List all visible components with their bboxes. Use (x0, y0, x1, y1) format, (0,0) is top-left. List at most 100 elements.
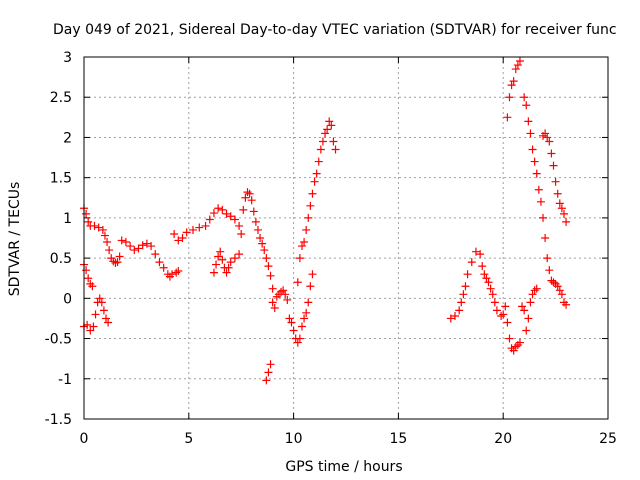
data-point (247, 196, 256, 205)
data-point (270, 303, 279, 312)
data-point (446, 314, 455, 323)
data-point (543, 254, 552, 263)
data-point (461, 282, 470, 291)
data-point (293, 338, 302, 347)
data-point (308, 189, 317, 198)
data-point (295, 254, 304, 263)
data-point (264, 368, 273, 377)
data-point (559, 209, 568, 218)
data-point (168, 270, 177, 279)
data-points (80, 57, 571, 385)
x-tick-label: 25 (599, 431, 617, 447)
y-axis-label: SDTVAR / TECUs (7, 182, 23, 297)
data-point (459, 290, 468, 299)
data-point (549, 278, 558, 287)
data-point (522, 101, 531, 110)
data-point (532, 169, 541, 178)
data-point (553, 189, 562, 198)
data-point (503, 318, 512, 327)
data-point (174, 266, 183, 275)
data-point (484, 278, 493, 287)
data-point (241, 193, 250, 202)
data-point (562, 217, 571, 226)
y-tick-label: 0.5 (50, 251, 72, 267)
data-point (325, 117, 334, 126)
data-point (281, 290, 290, 299)
data-point (134, 244, 143, 253)
x-axis-label: GPS time / hours (285, 459, 402, 475)
data-point (518, 302, 527, 311)
data-point (82, 209, 91, 218)
data-point (476, 250, 485, 259)
data-point (536, 197, 545, 206)
data-point (262, 254, 271, 263)
data-point (103, 238, 112, 247)
data-point (321, 129, 330, 138)
x-tick-label: 5 (184, 431, 193, 447)
data-point (218, 255, 227, 264)
data-point (159, 263, 168, 272)
data-point (541, 234, 550, 242)
data-point (262, 376, 271, 385)
grid (84, 57, 608, 419)
data-point (113, 258, 122, 267)
data-point (505, 334, 514, 343)
y-tick-label: -1 (58, 372, 72, 388)
y-tick-label: -1.5 (45, 412, 72, 428)
data-point (507, 81, 516, 90)
data-point (222, 209, 231, 218)
data-point (318, 137, 327, 146)
data-point (268, 298, 277, 307)
data-point (249, 207, 258, 216)
data-point (88, 282, 97, 291)
data-point (486, 284, 495, 293)
y-tick-label: 0 (63, 291, 72, 307)
data-point (289, 326, 298, 335)
data-point (513, 61, 522, 70)
data-point (237, 229, 246, 238)
data-point (218, 205, 227, 214)
data-point (450, 312, 459, 321)
data-point (97, 298, 106, 307)
data-point (105, 246, 114, 255)
data-point (222, 268, 231, 277)
data-point (549, 161, 558, 170)
data-point (174, 236, 183, 245)
data-point (488, 290, 497, 299)
data-point (323, 125, 332, 134)
data-point (557, 204, 566, 213)
data-point (226, 258, 235, 267)
data-point (201, 221, 210, 230)
data-point (304, 298, 313, 307)
data-point (214, 252, 223, 261)
data-point (84, 274, 93, 283)
data-point (100, 231, 109, 240)
data-point (505, 93, 514, 102)
data-point (178, 234, 187, 242)
data-point (478, 262, 487, 271)
data-point (463, 270, 472, 279)
x-tick-label: 0 (80, 431, 89, 447)
data-point (260, 246, 269, 255)
data-point (482, 274, 491, 283)
data-point (251, 217, 260, 226)
data-point (102, 314, 111, 323)
y-tick-label: 2.5 (50, 90, 72, 106)
x-tick-label: 20 (494, 431, 512, 447)
chart-title: Day 049 of 2021, Sidereal Day-to-day VTE… (53, 22, 617, 38)
data-point (310, 177, 319, 186)
data-point (293, 278, 302, 287)
data-point (89, 322, 98, 331)
data-point (526, 298, 535, 307)
data-point (84, 217, 93, 226)
data-point (530, 157, 539, 166)
data-point (111, 258, 120, 267)
data-point (308, 270, 317, 279)
data-point (142, 239, 151, 248)
data-point (551, 177, 560, 186)
data-point (243, 188, 252, 197)
data-point (515, 57, 524, 66)
data-point (188, 225, 197, 234)
x-tick-label: 10 (285, 431, 303, 447)
